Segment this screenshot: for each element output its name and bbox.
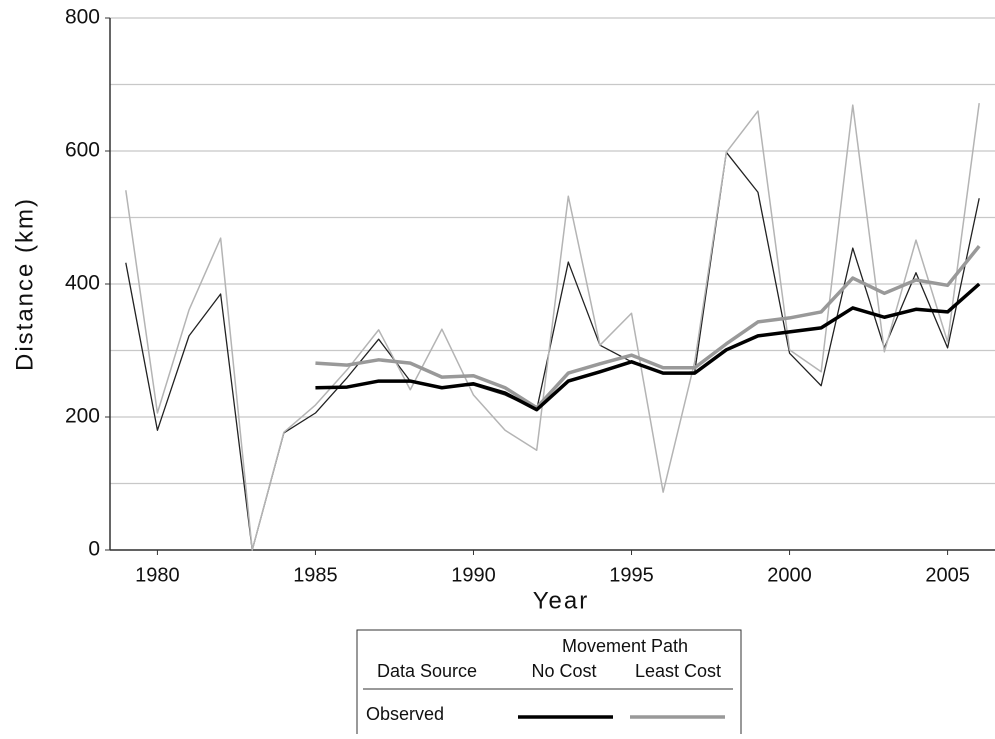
y-tick-label: 800 (65, 6, 100, 29)
y-tick-label: 600 (65, 139, 100, 162)
legend-column-label: No Cost (531, 661, 596, 681)
x-tick-label: 1980 (135, 564, 180, 586)
x-axis-title: Year (533, 587, 590, 614)
y-tick-label: 200 (65, 405, 100, 428)
x-tick-label: 1985 (293, 564, 338, 586)
x-tick-label: 2000 (767, 564, 812, 586)
legend-row-label: Observed (366, 704, 444, 724)
legend-column-label: Least Cost (635, 661, 721, 681)
x-tick-label: 1995 (609, 564, 654, 586)
series-line (125, 103, 980, 551)
x-tick-label: 1990 (451, 564, 496, 586)
series-line (315, 244, 981, 410)
legend-box (356, 629, 742, 739)
series-line (315, 282, 981, 412)
y-tick-label: 400 (65, 272, 100, 295)
x-tick-label: 2005 (925, 564, 970, 586)
legend-row-header: Data Source (377, 661, 477, 681)
y-axis-title: Distance (km) (11, 197, 38, 371)
legend-group-title: Movement Path (562, 636, 688, 656)
y-tick-label: 0 (88, 538, 100, 561)
